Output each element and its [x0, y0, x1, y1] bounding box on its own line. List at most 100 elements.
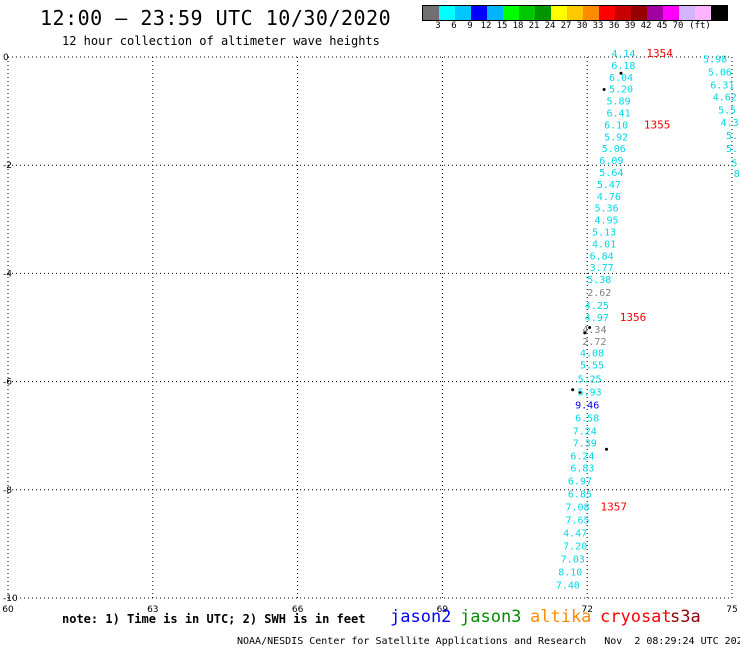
scale-swatch	[631, 6, 647, 20]
satellite-name-s3a: s3a	[670, 607, 701, 627]
satellite-name-jason3: jason3	[460, 607, 522, 627]
chart-subtitle: 12 hour collection of altimeter wave hei…	[62, 34, 380, 48]
scale-label: 30	[576, 21, 588, 31]
scale-label: 45	[656, 21, 668, 31]
scale-swatch	[679, 6, 695, 20]
wave-height-reading: 3.77	[590, 263, 614, 274]
scale-swatch	[647, 6, 663, 20]
wave-height-reading: 6.97	[568, 476, 592, 487]
wave-height-reading: 8	[734, 169, 740, 180]
wave-height-reading: 4.25	[585, 301, 609, 312]
wave-height-reading: 5.5	[718, 105, 736, 116]
scale-label: (ft)	[689, 21, 711, 31]
scale-label: 36	[608, 21, 620, 31]
lat-tick-label: -10	[3, 594, 18, 604]
scale-label: 3	[435, 21, 441, 31]
island-marker	[619, 71, 623, 75]
wave-height-reading: 5.25	[578, 375, 602, 386]
scale-label: 15	[496, 21, 508, 31]
wave-height-reading: 5.13	[592, 228, 616, 239]
wave-height-reading: 5.	[726, 144, 738, 155]
wave-height-reading: 7.24	[573, 427, 597, 438]
wave-height-reading: 4.3	[721, 118, 739, 129]
scale-swatch	[695, 6, 711, 20]
wave-height-reading: 4.47	[563, 528, 587, 539]
scale-label: 27	[560, 21, 572, 31]
wave-height-reading: 6.10	[604, 120, 628, 131]
scale-label: 70	[672, 21, 684, 31]
wave-height-reading: 6.58	[575, 414, 599, 425]
lon-tick-label: 63	[147, 605, 158, 615]
satellite-name-altika: altika	[530, 607, 592, 627]
scale-swatch	[615, 6, 631, 20]
wave-height-reading: 7.65	[565, 515, 589, 526]
wave-height-reading: 7.08	[565, 502, 589, 513]
island-marker	[583, 331, 587, 335]
scale-swatch	[711, 6, 727, 20]
footnote: note: 1) Time is in UTC; 2) SWH is in fe…	[62, 612, 366, 626]
scale-swatch	[455, 6, 471, 20]
wave-height-reading: 5.93	[578, 388, 602, 399]
scale-swatch	[535, 6, 551, 20]
pass-time-label: 1356	[620, 311, 647, 324]
lat-tick-label: -6	[3, 378, 12, 388]
wave-height-reading: 5.89	[607, 97, 631, 108]
wave-height-reading: 5.06	[708, 67, 732, 78]
scale-label: 24	[544, 21, 556, 31]
wave-height-reading: 5.38	[587, 275, 611, 286]
wave-height-reading: 5	[731, 158, 737, 169]
wave-height-reading: 2.62	[587, 288, 611, 299]
wave-height-reading: 5.55	[580, 361, 604, 372]
pass-time-label: 1355	[644, 118, 671, 131]
scale-label: 18	[512, 21, 524, 31]
scale-swatch	[583, 6, 599, 20]
scale-label: 42	[640, 21, 652, 31]
scale-swatch	[487, 6, 503, 20]
wave-height-reading: 4.14	[611, 49, 635, 60]
scale-swatch	[599, 6, 615, 20]
wave-height-reading: 6.84	[590, 251, 614, 262]
wave-height-reading: 5.64	[599, 168, 623, 179]
scale-swatch	[551, 6, 567, 20]
wave-height-reading: 5.20	[609, 85, 633, 96]
lon-tick-label: 69	[437, 605, 449, 615]
chart-title: 12:00 – 23:59 UTC 10/30/2020	[40, 6, 392, 30]
scale-swatch	[567, 6, 583, 20]
lon-tick-label: 60	[2, 605, 14, 615]
wave-height-reading: 6.09	[599, 156, 623, 167]
wave-height-reading: 6.04	[609, 73, 633, 84]
scale-label: 6	[451, 21, 457, 31]
scale-label: 21	[528, 21, 540, 31]
wave-height-reading: 6.83	[570, 463, 594, 474]
wave-height-reading: 6.41	[607, 109, 631, 120]
scale-label: 12	[480, 21, 492, 31]
satellite-name-cryosat: cryosat	[600, 607, 672, 627]
scale-swatch	[439, 6, 455, 20]
lat-tick-label: -8	[3, 486, 12, 496]
wave-height-reading: 5.98	[703, 54, 727, 65]
wave-height-reading: 9.46	[575, 401, 599, 412]
island-marker	[602, 87, 606, 91]
island-marker	[571, 388, 575, 392]
scale-label: 9	[467, 21, 473, 31]
lon-tick-label: 75	[726, 605, 737, 615]
lon-tick-label: 66	[292, 605, 304, 615]
wave-height-reading: 6.24	[570, 452, 594, 463]
wave-height-reading: 4.97	[585, 313, 609, 324]
wave-height-reading: 4.76	[597, 192, 621, 203]
wave-height-reading: 4.62	[713, 92, 737, 103]
island-marker	[578, 390, 582, 394]
wave-height-reading: 2.72	[582, 337, 606, 348]
credit-line: NOAA/NESDIS Center for Satellite Applica…	[237, 636, 740, 647]
scale-swatch	[663, 6, 679, 20]
wave-height-reading: 4.01	[592, 239, 616, 250]
wave-height-reading: 6.31	[710, 80, 734, 91]
scale-swatch	[471, 6, 487, 20]
wave-height-reading: 7.39	[573, 439, 597, 450]
color-scale-labels: 3 6 9 12 15 18 21 24 27 30 33 36 39 42 45 70 (ft)	[422, 21, 740, 33]
lat-tick-label: -4	[3, 269, 12, 279]
wave-height-reading: 7.20	[563, 541, 587, 552]
wave-height-reading: 6.85	[568, 489, 592, 500]
scale-label: 33	[592, 21, 604, 31]
island-marker	[605, 447, 609, 451]
